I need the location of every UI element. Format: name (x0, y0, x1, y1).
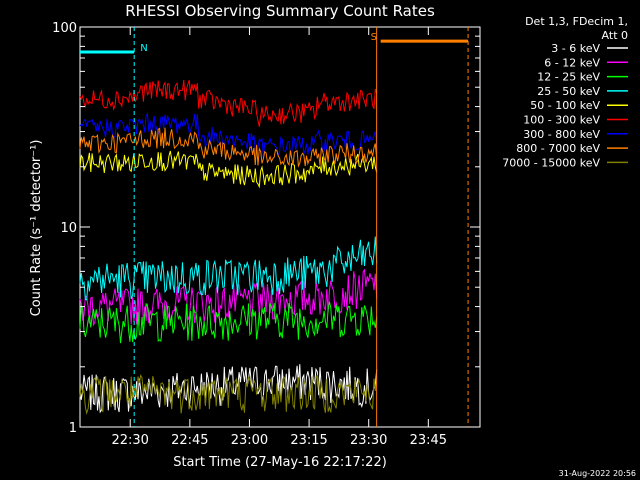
y-axis-label: Count Rate (s⁻¹ detector⁻¹) (29, 140, 44, 317)
legend-label-4: 25 - 50 keV (537, 85, 600, 98)
legend-label-5: 50 - 100 keV (530, 99, 600, 112)
x-tick-label: 22:30 (111, 433, 148, 448)
x-tick-label: 22:45 (171, 433, 208, 448)
annotation-label-1: N (140, 43, 147, 54)
series-line-3 (79, 301, 378, 344)
x-tick-label: 23:30 (350, 433, 387, 448)
series-line-2 (79, 268, 378, 327)
annotation-label-2: S (371, 32, 377, 43)
series-line-6 (79, 79, 378, 127)
series-line-7 (79, 111, 378, 158)
legend-label-9: 7000 - 15000 keV (502, 156, 600, 169)
chart-title: RHESSI Observing Summary Count Rates (125, 2, 435, 20)
series-line-8 (79, 127, 378, 168)
x-tick-label: 23:45 (410, 433, 447, 448)
legend-label-6: 100 - 300 keV (523, 114, 600, 127)
x-tick-label: 23:15 (290, 433, 327, 448)
legend-label-3: 12 - 25 keV (537, 71, 600, 84)
legend-label-1: 3 - 6 keV (551, 42, 600, 55)
series-line-5 (79, 150, 378, 189)
legend-label-7: 300 - 800 keV (523, 128, 600, 141)
x-tick-label: 23:00 (231, 433, 268, 448)
legend-header-line-1: Det 1,3, FDecim 1, (525, 15, 628, 28)
legend-header-line-2: Att 0 (602, 29, 628, 42)
y-tick-label: 10 (60, 221, 77, 236)
y-tick-label: 100 (52, 21, 77, 36)
legend-label-2: 6 - 12 keV (544, 56, 600, 69)
generated-timestamp: 31-Aug-2022 20:56 (559, 469, 636, 478)
series-line-4 (79, 236, 378, 301)
plot-area: N S 22:30 22:45 23:00 23:15 23:30 23:45 1 10 100 (52, 21, 481, 448)
x-axis-label: Start Time (27-May-16 22:17:22) (173, 455, 387, 470)
series-line-9 (79, 373, 378, 416)
y-tick-label: 1 (69, 421, 77, 436)
legend-label-8: 800 - 7000 keV (516, 142, 600, 155)
